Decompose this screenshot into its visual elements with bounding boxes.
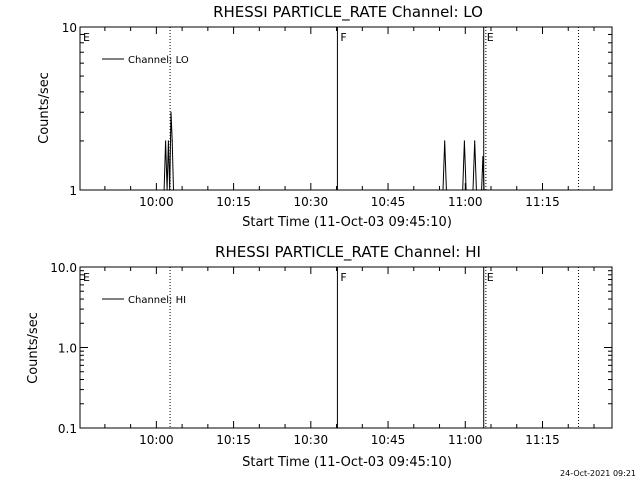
y-tick-label: 10.0 — [50, 261, 77, 275]
legend-entry: Channel: HI — [128, 295, 186, 306]
x-tick-label: 11:15 — [525, 195, 560, 209]
x-tick-label: 10:30 — [294, 195, 329, 209]
data-point — [165, 140, 167, 142]
data-point — [465, 189, 467, 191]
marker-label: E — [83, 31, 90, 44]
marker-label: F — [340, 271, 346, 284]
x-tick-label: 10:45 — [371, 195, 406, 209]
lo-chart-title: RHESSI PARTICLE_RATE Channel: LO — [213, 3, 483, 22]
x-tick-label: 10:00 — [139, 195, 174, 209]
marker-label: E — [487, 271, 494, 284]
x-tick-label: 10:15 — [216, 195, 251, 209]
y-tick-label: 1 — [69, 184, 77, 198]
data-point — [462, 189, 464, 191]
data-point — [475, 189, 478, 191]
generation-timestamp: 24-Oct-2021 09:21 — [560, 469, 636, 478]
plot-frame — [79, 26, 613, 191]
x-tick-label: 11:00 — [448, 195, 483, 209]
data-point — [172, 189, 175, 191]
data-point — [483, 189, 485, 191]
x-tick-label: 10:00 — [139, 433, 174, 447]
x-tick-label: 10:15 — [216, 433, 251, 447]
x-tick-label: 11:00 — [448, 433, 483, 447]
data-point — [169, 189, 171, 191]
y-tick-label: 0.1 — [58, 422, 77, 436]
data-point — [445, 189, 447, 191]
data-point — [171, 140, 173, 142]
data-point — [463, 140, 466, 142]
data-point — [444, 140, 446, 142]
data-point — [163, 189, 165, 191]
lo-channel-panel: RHESSI PARTICLE_RATE Channel: LO Counts/… — [37, 3, 613, 230]
marker-label: E — [83, 271, 90, 284]
data-point — [482, 156, 484, 158]
data-point — [474, 140, 476, 142]
y-tick-label: 10 — [62, 21, 77, 35]
x-tick-label: 11:15 — [525, 433, 560, 447]
data-point — [166, 189, 168, 191]
hi-chart-title: RHESSI PARTICLE_RATE Channel: HI — [215, 243, 481, 262]
lo-x-axis-label: Start Time (11-Oct-03 09:45:10) — [242, 215, 452, 230]
y-tick-label: 1.0 — [58, 342, 77, 356]
data-point — [442, 189, 444, 191]
x-tick-label: 10:45 — [371, 433, 406, 447]
lo-y-axis-label: Counts/sec — [37, 72, 52, 144]
data-point — [472, 189, 474, 191]
hi-channel-panel: RHESSI PARTICLE_RATE Channel: HI Counts/… — [26, 243, 613, 470]
data-point — [170, 111, 172, 113]
marker-label: E — [487, 31, 494, 44]
hi-y-axis-label: Counts/sec — [26, 312, 41, 384]
plot-frame — [79, 266, 613, 429]
data-point — [167, 140, 169, 142]
legend-entry: Channel: LO — [128, 55, 189, 66]
series-line — [163, 112, 485, 191]
hi-x-axis-label: Start Time (11-Oct-03 09:45:10) — [242, 455, 452, 470]
x-tick-label: 10:30 — [294, 433, 329, 447]
data-point — [480, 189, 483, 191]
marker-label: F — [340, 31, 346, 44]
